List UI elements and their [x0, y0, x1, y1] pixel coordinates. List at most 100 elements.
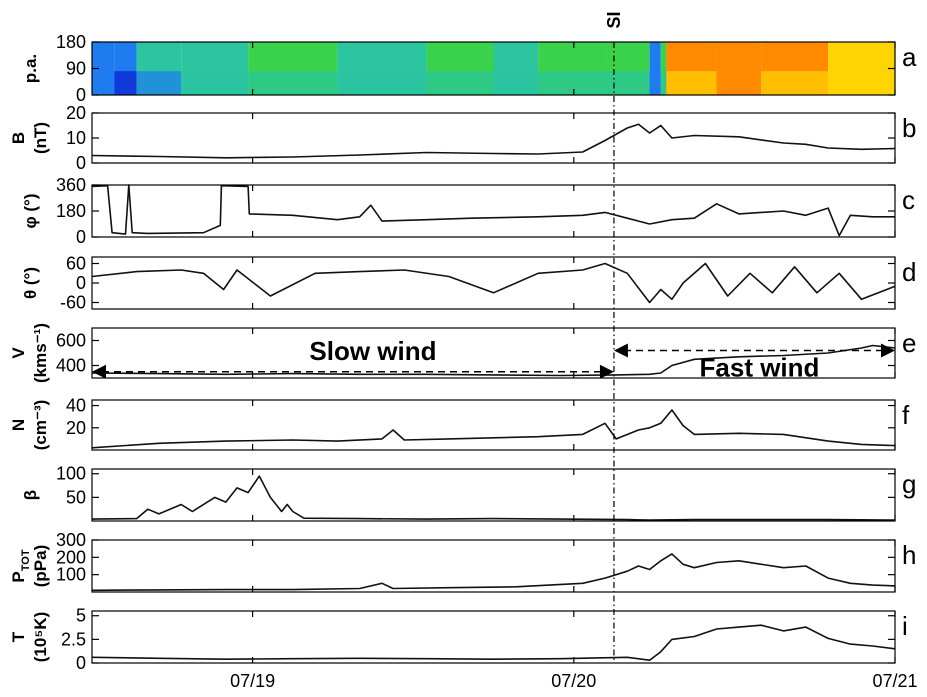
y-axis-label-group: p.a.: [21, 54, 40, 83]
y-tick-label: 300: [56, 530, 86, 550]
y-axis-label-group: θ (°): [21, 267, 40, 299]
slow-wind-annotation: Slow wind: [92, 336, 614, 379]
y-tick-label: 40: [66, 396, 86, 416]
panel-letter: i: [902, 611, 908, 641]
annotation-arrowhead-left: [92, 364, 106, 379]
y-tick-label: 60: [66, 254, 86, 274]
heatmap-cell-lower: [716, 71, 762, 95]
heatmap-cell-lower: [660, 71, 667, 95]
y-axis-label: PTOT: [9, 549, 32, 582]
y-tick-label: 0: [76, 653, 86, 673]
y-axis-unit-label: (nT): [31, 122, 50, 154]
y-tick-label: 5: [76, 606, 86, 626]
y-axis-label: N: [9, 419, 28, 431]
y-axis-label-group: T (10⁵K): [9, 612, 50, 663]
panel-c: 0 180 360 c φ (°): [21, 175, 915, 247]
y-axis-unit-label: (kms⁻¹): [31, 323, 50, 383]
heatmap-cell-lower: [761, 71, 829, 95]
annotation-text: Fast wind: [700, 353, 820, 383]
annotation-arrowhead-right: [881, 343, 895, 358]
y-axis-unit-label: (10⁵K): [31, 612, 50, 663]
fast-wind-annotation: Fast wind: [613, 343, 895, 383]
heatmap-cell-lower: [828, 71, 895, 95]
heatmap-cell-lower: [92, 71, 115, 95]
heatmap-cell-lower: [538, 71, 606, 95]
y-tick-label: 360: [56, 175, 86, 195]
y-axis-label-group: β: [21, 490, 40, 500]
y-axis-label: B: [9, 132, 28, 144]
panel-frame: [91, 610, 896, 664]
panel-letter: c: [902, 185, 915, 215]
panel-i: 0 2.5 5 i T (10⁵K): [9, 606, 908, 673]
y-axis-label: p.a.: [21, 54, 40, 83]
heatmap-cell: [660, 42, 667, 95]
series-line-c: [91, 184, 895, 237]
si-event-label: SI: [604, 11, 624, 28]
panel-letter: d: [902, 257, 916, 287]
y-tick-label: 600: [56, 331, 86, 351]
panel-e: 400 600 e V (kms⁻¹): [9, 323, 916, 383]
heatmap-cell-lower: [426, 71, 494, 95]
panel-frame: [91, 327, 896, 379]
y-tick-label: 2.5: [61, 629, 86, 649]
y-axis-label: T: [9, 631, 28, 642]
panel-frame: [91, 112, 896, 164]
x-tick-label: 07/19: [230, 671, 275, 691]
y-axis-unit-label: (cm⁻³): [31, 400, 50, 451]
annotation-text: Slow wind: [309, 336, 436, 366]
y-tick-label: 0: [76, 153, 86, 173]
panel-letter: h: [902, 540, 916, 570]
y-tick-label: 100: [56, 464, 86, 484]
heatmap-cell-lower: [493, 71, 539, 95]
panel-b: 0 10 20 b B (nT): [9, 103, 916, 173]
panel-frame: [91, 399, 896, 451]
panel-frame: [91, 539, 896, 593]
si-label-group: SI: [604, 11, 624, 28]
panel-a: 180 90 0 a p.a.: [21, 32, 917, 105]
overlay-group: 07/19 07/20 07/21 SI Slow wind Fast wind: [92, 11, 918, 691]
y-axis-unit-label: (pPa): [31, 545, 50, 588]
y-tick-label: 0: [76, 85, 86, 105]
annotation-arrowhead-left: [613, 343, 628, 358]
series-line-g: [91, 475, 896, 521]
y-tick-label: -60: [60, 293, 86, 313]
y-axis-label: θ (°): [21, 267, 40, 299]
heatmap-cell-lower: [136, 71, 182, 95]
panel-letter: f: [902, 400, 910, 430]
y-tick-label: 200: [56, 547, 86, 567]
y-tick-label: 100: [56, 565, 86, 585]
series-line-e: [91, 344, 896, 377]
panel-letter: a: [902, 42, 917, 72]
heatmap-cell-lower: [649, 71, 661, 95]
panel-letter: e: [902, 328, 916, 358]
y-axis-label: β: [21, 490, 40, 500]
y-tick-label: 180: [56, 201, 86, 221]
panel-frame: [91, 468, 896, 522]
y-axis-label-subscript: TOT: [20, 549, 32, 571]
panel-g: 50 100 g β: [21, 464, 916, 522]
panel-letter: g: [902, 469, 916, 499]
y-axis-label-group: φ (°): [21, 193, 40, 228]
heatmap-cell-lower: [114, 71, 137, 95]
y-tick-label: 0: [76, 227, 86, 247]
series-line-b: [91, 123, 896, 159]
annotation-arrowhead-right: [599, 364, 614, 379]
y-tick-label: 400: [56, 356, 86, 376]
panel-frame: [91, 256, 896, 310]
panel-letter: b: [902, 113, 916, 143]
x-tick-label: 07/20: [551, 671, 596, 691]
heatmap-cell: [649, 42, 661, 95]
series-line-i: [91, 624, 896, 662]
y-tick-label: 20: [66, 418, 86, 438]
y-axis-label-group: V (kms⁻¹): [9, 323, 50, 383]
y-tick-label: 50: [66, 487, 86, 507]
series-line-d: [91, 262, 896, 304]
y-tick-label: 180: [56, 32, 86, 52]
y-axis-label-group: N (cm⁻³): [9, 400, 50, 451]
heatmap-cell-lower: [181, 71, 249, 95]
y-tick-label: 20: [66, 103, 86, 123]
